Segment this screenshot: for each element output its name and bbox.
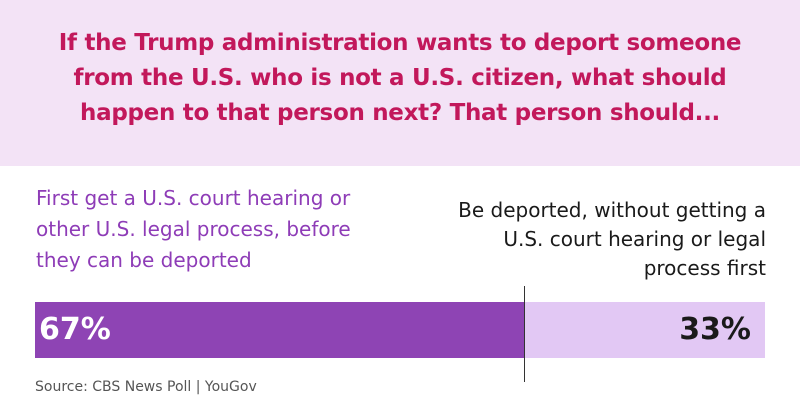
source-note: Source: CBS News Poll | YouGov: [35, 379, 257, 395]
category-label-right: Be deported, without getting a U.S. cour…: [458, 198, 766, 280]
bar-segment-left: [35, 302, 524, 358]
category-label-left: First get a U.S. court hearing or other …: [36, 186, 351, 272]
chart-title: If the Trump administration wants to dep…: [58, 30, 742, 126]
data-label-left: 67%: [39, 312, 111, 347]
bar-segment-right: [524, 302, 765, 358]
data-label-right: 33%: [679, 312, 751, 347]
stacked-bar: 67% 33%: [35, 302, 765, 358]
midpoint-divider: [524, 286, 525, 382]
question-header: If the Trump administration wants to dep…: [0, 0, 800, 166]
